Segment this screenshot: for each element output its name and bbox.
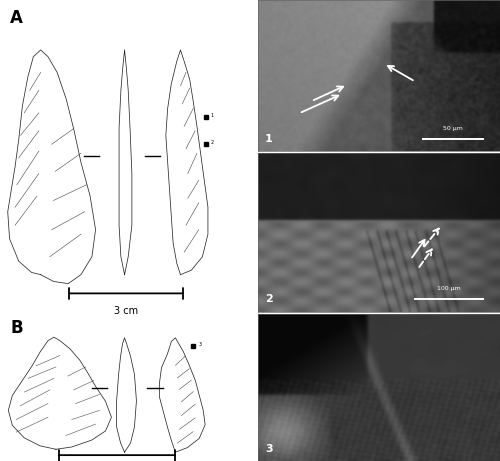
Text: B: B	[10, 319, 23, 337]
Text: 100 μm: 100 μm	[438, 286, 461, 291]
Text: 2: 2	[265, 294, 273, 304]
Text: 3 cm: 3 cm	[114, 306, 138, 316]
Text: 3: 3	[265, 443, 273, 454]
Text: 3: 3	[198, 342, 202, 347]
Text: 1: 1	[265, 134, 273, 143]
Text: 50 μm: 50 μm	[443, 126, 462, 131]
Text: 2: 2	[210, 140, 214, 145]
Text: A: A	[10, 9, 23, 27]
Text: 1: 1	[210, 112, 214, 118]
